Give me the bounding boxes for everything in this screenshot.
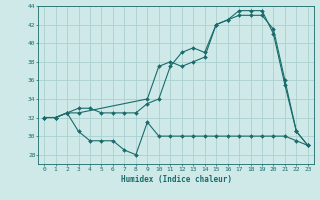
X-axis label: Humidex (Indice chaleur): Humidex (Indice chaleur) [121, 175, 231, 184]
